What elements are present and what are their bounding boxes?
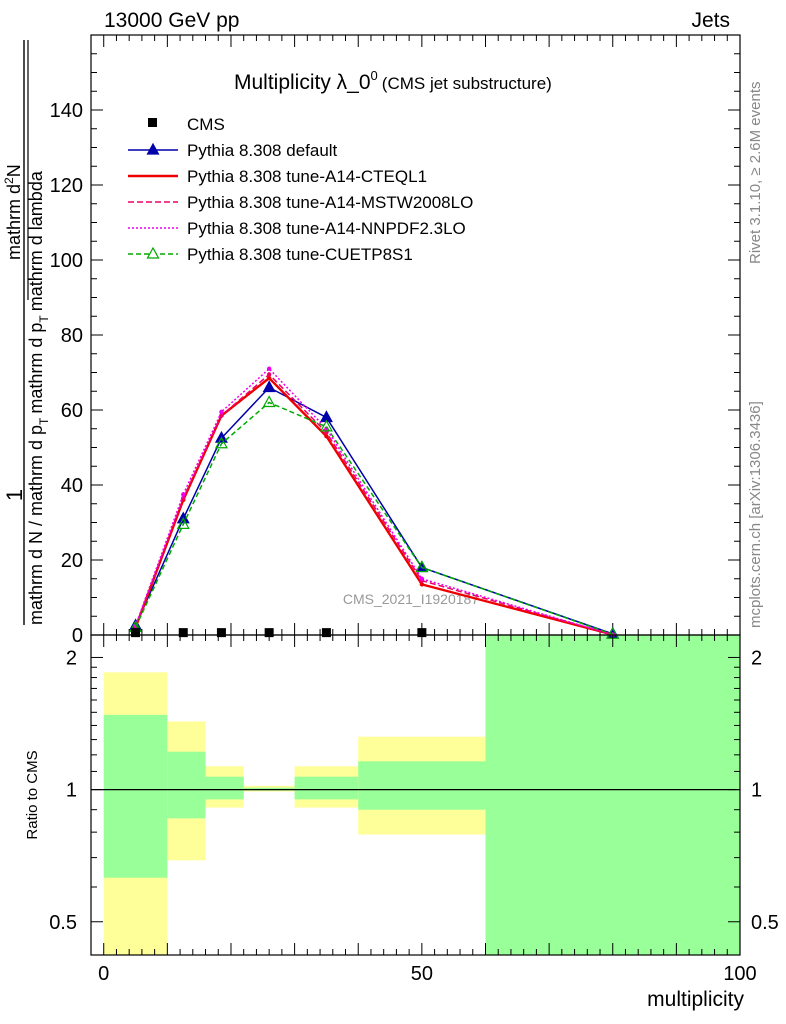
legend-label-0: Pythia 8.308 default <box>187 141 338 160</box>
series-point-1 <box>324 434 329 439</box>
mcplots-label: mcplots.cern.ch [arXiv:1306.3436] <box>747 401 764 628</box>
ratio-y-tick-label-right: 1 <box>751 780 762 802</box>
main-y-tick-label: 100 <box>50 250 83 272</box>
series-point-4 <box>415 560 429 573</box>
ratio-y-label: Ratio to CMS <box>24 750 41 839</box>
main-y-tick-label: 60 <box>61 400 83 422</box>
series-point-0 <box>262 380 276 393</box>
ratio-band-green-5 <box>358 761 486 810</box>
ratio-band-green-6 <box>485 635 740 955</box>
main-y-tick-label: 140 <box>50 100 83 122</box>
x-tick-label: 50 <box>411 963 433 985</box>
ratio-band-green-2 <box>205 776 244 800</box>
ratio-band-green-1 <box>167 751 206 819</box>
legend-label-1: Pythia 8.308 tune-A14-CTEQL1 <box>187 167 427 186</box>
series-point-4 <box>319 419 333 432</box>
y-label-denominator: mathrm d N / mathrm d pTmathrm d pTmathr… <box>26 170 51 625</box>
main-y-tick-label: 120 <box>50 175 83 197</box>
ratio-y-tick-label-right: 2 <box>751 647 762 669</box>
series-point-4 <box>262 395 276 408</box>
main-series <box>129 366 620 639</box>
legend-label-4: Pythia 8.308 tune-CUETP8S1 <box>187 245 413 264</box>
ratio-y-tick-label: 2 <box>66 647 77 669</box>
cms-data-point <box>417 628 427 638</box>
ratio-plot-frame <box>90 634 741 956</box>
x-tick-label: 100 <box>723 963 756 985</box>
series-point-1 <box>266 375 272 381</box>
ratio-y-tick-label-right: 0.5 <box>751 912 779 934</box>
series-point-4 <box>214 436 228 449</box>
series-line-4 <box>134 401 613 635</box>
legend-cms-label: CMS <box>187 115 225 134</box>
legend-label-3: Pythia 8.308 tune-A14-NNPDF2.3LO <box>187 219 466 238</box>
main-y-label: 1 mathrm d N / mathrm d pTmathrm d pTmat… <box>2 40 51 625</box>
cms-data-point <box>264 628 274 638</box>
ratio-y-tick-label: 0.5 <box>49 912 77 934</box>
y-label-one: 1 <box>2 489 27 501</box>
legend-label-2: Pythia 8.308 tune-A14-MSTW2008LO <box>187 193 473 212</box>
cms-data-point <box>321 628 331 638</box>
legend: CMS Pythia 8.308 default Pythia 8.308 tune… <box>128 115 473 264</box>
ratio-band-green-0 <box>103 714 168 878</box>
ratio-band-green-4 <box>294 776 359 800</box>
series-point-4 <box>176 517 190 529</box>
series-point-3 <box>181 492 186 497</box>
main-y-tick-label: 20 <box>61 550 83 572</box>
main-y-tick-label: 40 <box>61 475 83 497</box>
legend-marker-4 <box>146 246 160 259</box>
legend-cms-marker <box>148 118 157 127</box>
series-point-1 <box>419 582 425 587</box>
series-point-2 <box>219 413 224 418</box>
rivet-version-label: Rivet 3.1.10, ≥ 2.6M events <box>747 82 764 265</box>
ratio-y-tick-label: 1 <box>66 780 77 802</box>
cms-data-point <box>178 628 188 638</box>
analysis-watermark: CMS_2021_I1920187 <box>343 591 479 607</box>
series-point-2 <box>266 372 272 377</box>
legend-marker-0 <box>146 142 160 155</box>
x-tick-label: 0 <box>98 963 109 985</box>
main-axis-ticks: 0 20 40 60 80 100 120 140 <box>50 35 741 647</box>
series-point-3 <box>219 409 224 415</box>
main-y-tick-label: 0 <box>72 625 83 647</box>
plot-title: Multiplicity λ_00 (CMS jet substructure) <box>234 68 552 94</box>
series-point-3 <box>419 576 425 581</box>
cms-data-point <box>131 628 141 638</box>
ratio-bands <box>103 635 740 955</box>
series-point-3 <box>266 366 272 371</box>
main-y-tick-label: 80 <box>61 325 83 347</box>
collision-label: 13000 GeV pp <box>104 9 239 32</box>
cms-data-point <box>216 628 226 638</box>
y-label-numerator: mathrm d2N <box>2 164 24 260</box>
x-axis-label: multiplicity <box>647 988 744 1011</box>
process-label: Jets <box>691 9 730 32</box>
